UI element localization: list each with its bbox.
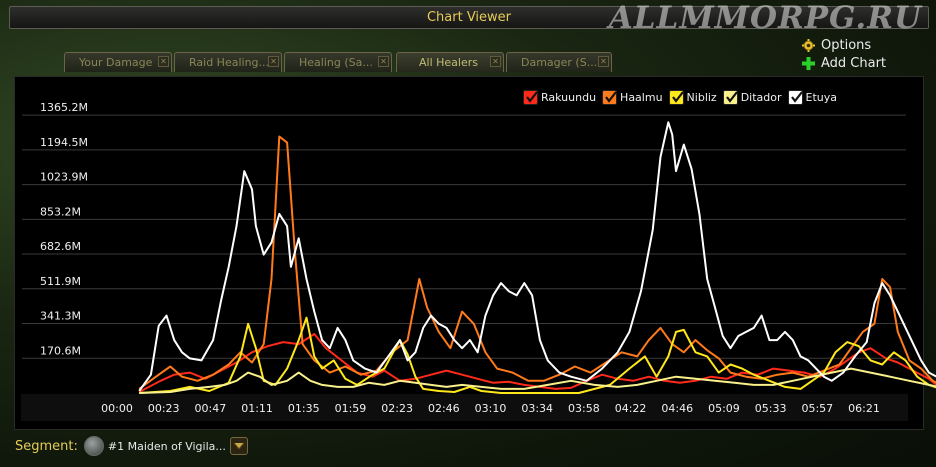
chart-legend: Rakuundu Haalmu Nibliz Ditador Etuya bbox=[523, 90, 837, 105]
checkmark-icon bbox=[671, 91, 684, 103]
legend-checkbox[interactable] bbox=[668, 90, 684, 105]
tab-healing[interactable]: Healing (Sa... ✕ bbox=[284, 52, 392, 72]
checkmark-icon bbox=[526, 91, 538, 103]
close-icon[interactable]: ✕ bbox=[598, 56, 609, 67]
legend-checkbox[interactable] bbox=[787, 90, 803, 105]
legend-label: Etuya bbox=[805, 91, 838, 104]
legend-checkbox[interactable] bbox=[722, 90, 738, 105]
tab-raid-healing[interactable]: Raid Healing... ✕ bbox=[174, 52, 282, 72]
legend-item-nibliz[interactable]: Nibliz bbox=[668, 90, 717, 105]
tab-label: Raid Healing... bbox=[189, 56, 270, 69]
legend-label: Ditador bbox=[740, 91, 782, 104]
add-chart-button[interactable]: Add Chart bbox=[801, 54, 886, 72]
legend-label: Nibliz bbox=[686, 91, 717, 104]
x-axis-band bbox=[21, 394, 908, 421]
close-icon[interactable]: ✕ bbox=[268, 56, 279, 67]
legend-checkbox[interactable] bbox=[602, 90, 618, 105]
plus-icon bbox=[801, 56, 815, 70]
chart-menu: Options Add Chart bbox=[801, 36, 886, 72]
options-label: Options bbox=[821, 37, 872, 53]
tab-label: Your Damage bbox=[79, 56, 153, 69]
chevron-down-icon bbox=[233, 442, 245, 450]
legend-checkbox[interactable] bbox=[523, 90, 538, 105]
title-bar[interactable]: Chart Viewer bbox=[9, 6, 929, 29]
legend-item-haalmu[interactable]: Haalmu bbox=[602, 90, 663, 105]
gear-icon bbox=[801, 38, 815, 52]
options-button[interactable]: Options bbox=[801, 36, 886, 54]
boss-portrait-icon bbox=[83, 436, 104, 456]
close-icon[interactable]: ✕ bbox=[490, 56, 501, 67]
chart-panel bbox=[14, 76, 924, 430]
tab-your-damage[interactable]: Your Damage ✕ bbox=[64, 52, 172, 72]
tab-label: All Healers bbox=[419, 56, 478, 69]
tab-label: Damager (S... bbox=[521, 56, 598, 69]
close-icon[interactable]: ✕ bbox=[378, 56, 389, 67]
segment-name: #1 Maiden of Vigila... bbox=[107, 439, 226, 453]
tab-label: Healing (Sa... bbox=[299, 56, 373, 69]
segment-selector: Segment: #1 Maiden of Vigila... bbox=[15, 436, 248, 456]
checkmark-icon bbox=[790, 91, 803, 103]
close-icon[interactable]: ✕ bbox=[158, 56, 169, 67]
legend-label: Rakuundu bbox=[541, 91, 597, 104]
legend-label: Haalmu bbox=[620, 91, 663, 104]
segment-label: Segment: bbox=[15, 438, 78, 454]
checkmark-icon bbox=[725, 91, 738, 103]
legend-item-ditador[interactable]: Ditador bbox=[722, 90, 782, 105]
segment-dropdown-button[interactable] bbox=[229, 437, 248, 455]
add-chart-label: Add Chart bbox=[821, 55, 887, 71]
tab-damager[interactable]: Damager (S... ✕ bbox=[506, 52, 612, 72]
tab-all-healers[interactable]: All Healers ✕ bbox=[396, 52, 504, 72]
checkmark-icon bbox=[605, 91, 617, 103]
watermark: ALLMMORPG.RU bbox=[608, 0, 922, 36]
legend-item-etuya[interactable]: Etuya bbox=[787, 90, 838, 105]
window-title: Chart Viewer bbox=[426, 10, 512, 25]
legend-item-rakuundu[interactable]: Rakuundu bbox=[523, 90, 596, 105]
